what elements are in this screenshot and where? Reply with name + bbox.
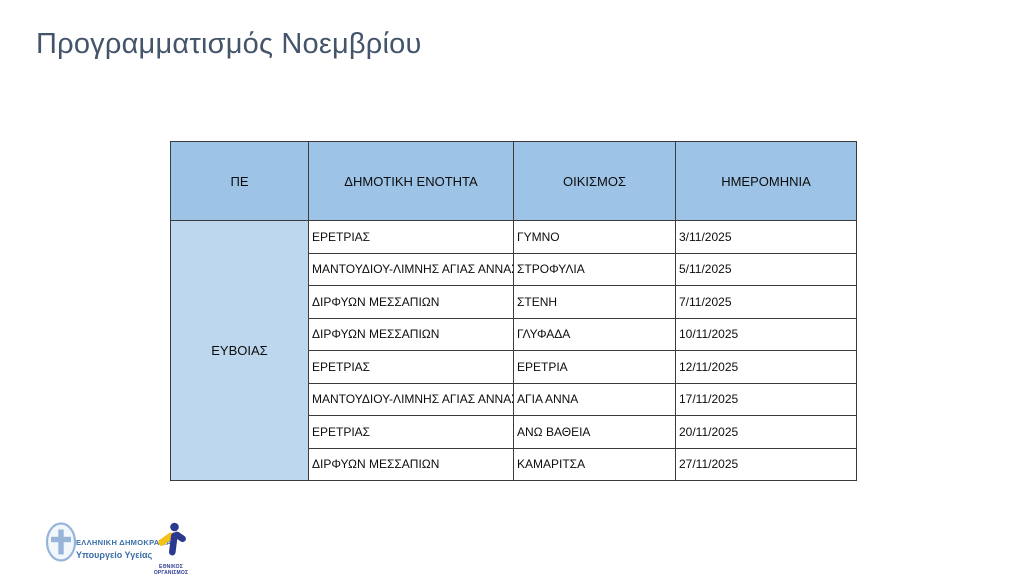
table-row: ΔΙΡΦΥΩΝ ΜΕΣΣΑΠΙΩΝ ΓΛΥΦΑΔΑ 10/11/2025 <box>171 317 857 351</box>
cell-settlement: ΕΡΕΤΡΙΑ <box>513 350 676 384</box>
cell-settlement: ΑΓΙΑ ΑΝΝΑ <box>513 382 676 416</box>
cell-settlement: ΚΑΜΑΡΙΤΣΑ <box>513 447 676 481</box>
cell-date: 27/11/2025 <box>675 447 857 481</box>
cell-date: 12/11/2025 <box>675 350 857 384</box>
column-header-date: ΗΜΕΡΟΜΗΝΙΑ <box>675 141 857 221</box>
cell-settlement: ΣΤΡΟΦΥΛΙΑ <box>513 252 676 286</box>
column-header-settlement: ΟΙΚΙΣΜΟΣ <box>513 141 676 221</box>
cell-date: 17/11/2025 <box>675 382 857 416</box>
cell-settlement: ΓΛΥΦΑΔΑ <box>513 317 676 351</box>
cell-unit: ΕΡΕΤΡΙΑΣ <box>308 415 514 449</box>
cell-date: 7/11/2025 <box>675 285 857 319</box>
eody-logo: ΕΘΝΙΚΟΣ ΟΡΓΑΝΙΣΜΟΣ ΔΗΜΟΣΙΑΣ ΥΓΕΙΑΣ <box>152 522 190 576</box>
cell-unit: ΔΙΡΦΥΩΝ ΜΕΣΣΑΠΙΩΝ <box>308 285 514 319</box>
table-row: ΜΑΝΤΟΥΔΙΟΥ-ΛΙΜΝΗΣ ΑΓΙΑΣ ΑΝΝΑΣ ΣΤΡΟΦΥΛΙΑ … <box>171 252 857 286</box>
eody-figure-icon <box>158 522 186 556</box>
table-row: ΕΡΕΤΡΙΑΣ ΕΡΕΤΡΙΑ 12/11/2025 <box>171 350 857 384</box>
cell-unit: ΔΙΡΦΥΩΝ ΜΕΣΣΑΠΙΩΝ <box>308 317 514 351</box>
ministry-text: ΕΛΛΗΝΙΚΗ ΔΗΜΟΚΡΑΤΙΑ Υπουργείο Υγείας <box>76 538 172 560</box>
hellenic-republic-label: ΕΛΛΗΝΙΚΗ ΔΗΜΟΚΡΑΤΙΑ <box>76 538 172 547</box>
table-row: ΕΡΕΤΡΙΑΣ ΑΝΩ ΒΑΘΕΙΑ 20/11/2025 <box>171 415 857 449</box>
page-title: Προγραμματισμός Νοεμβρίου <box>36 28 422 60</box>
cell-date: 20/11/2025 <box>675 415 857 449</box>
table-row: ΔΙΡΦΥΩΝ ΜΕΣΣΑΠΙΩΝ ΚΑΜΑΡΙΤΣΑ 27/11/2025 <box>171 447 857 481</box>
region-cell: ΕΥΒΟΙΑΣ <box>170 220 309 481</box>
hellenic-republic-emblem-icon <box>44 521 78 568</box>
cell-unit: ΕΡΕΤΡΙΑΣ <box>308 220 514 254</box>
cell-settlement: ΓΥΜΝΟ <box>513 220 676 254</box>
cell-date: 5/11/2025 <box>675 252 857 286</box>
table-row: ΜΑΝΤΟΥΔΙΟΥ-ΛΙΜΝΗΣ ΑΓΙΑΣ ΑΝΝΑΣ ΑΓΙΑ ΑΝΝΑ … <box>171 382 857 416</box>
eody-caption-line1: ΕΘΝΙΚΟΣ ΟΡΓΑΝΙΣΜΟΣ <box>153 564 189 576</box>
eody-caption: ΕΘΝΙΚΟΣ ΟΡΓΑΝΙΣΜΟΣ ΔΗΜΟΣΙΑΣ ΥΓΕΙΑΣ <box>152 564 190 576</box>
cell-unit: ΕΡΕΤΡΙΑΣ <box>308 350 514 384</box>
table-row: ΕΥΒΟΙΑΣ ΕΡΕΤΡΙΑΣ ΓΥΜΝΟ 3/11/2025 <box>170 220 857 481</box>
cell-settlement: ΑΝΩ ΒΑΘΕΙΑ <box>513 415 676 449</box>
column-header-pe: ΠΕ <box>170 141 309 221</box>
cell-unit: ΜΑΝΤΟΥΔΙΟΥ-ΛΙΜΝΗΣ ΑΓΙΑΣ ΑΝΝΑΣ <box>308 252 514 286</box>
cell-unit: ΜΑΝΤΟΥΔΙΟΥ-ΛΙΜΝΗΣ ΑΓΙΑΣ ΑΝΝΑΣ <box>308 382 514 416</box>
table-header-row: ΠΕ ΔΗΜΟΤΙΚΗ ΕΝΟΤΗΤΑ ΟΙΚΙΣΜΟΣ ΗΜΕΡΟΜΗΝΙΑ <box>170 141 857 221</box>
schedule-table: ΠΕ ΔΗΜΟΤΙΚΗ ΕΝΟΤΗΤΑ ΟΙΚΙΣΜΟΣ ΗΜΕΡΟΜΗΝΙΑ … <box>170 141 857 481</box>
cell-date: 10/11/2025 <box>675 317 857 351</box>
table-row: ΔΙΡΦΥΩΝ ΜΕΣΣΑΠΙΩΝ ΣΤΕΝΗ 7/11/2025 <box>171 285 857 319</box>
column-header-municipal-unit: ΔΗΜΟΤΙΚΗ ΕΝΟΤΗΤΑ <box>308 141 514 221</box>
ministry-of-health-label: Υπουργείο Υγείας <box>76 550 153 560</box>
cell-date: 3/11/2025 <box>675 220 857 254</box>
cell-settlement: ΣΤΕΝΗ <box>513 285 676 319</box>
cell-unit: ΔΙΡΦΥΩΝ ΜΕΣΣΑΠΙΩΝ <box>308 447 514 481</box>
